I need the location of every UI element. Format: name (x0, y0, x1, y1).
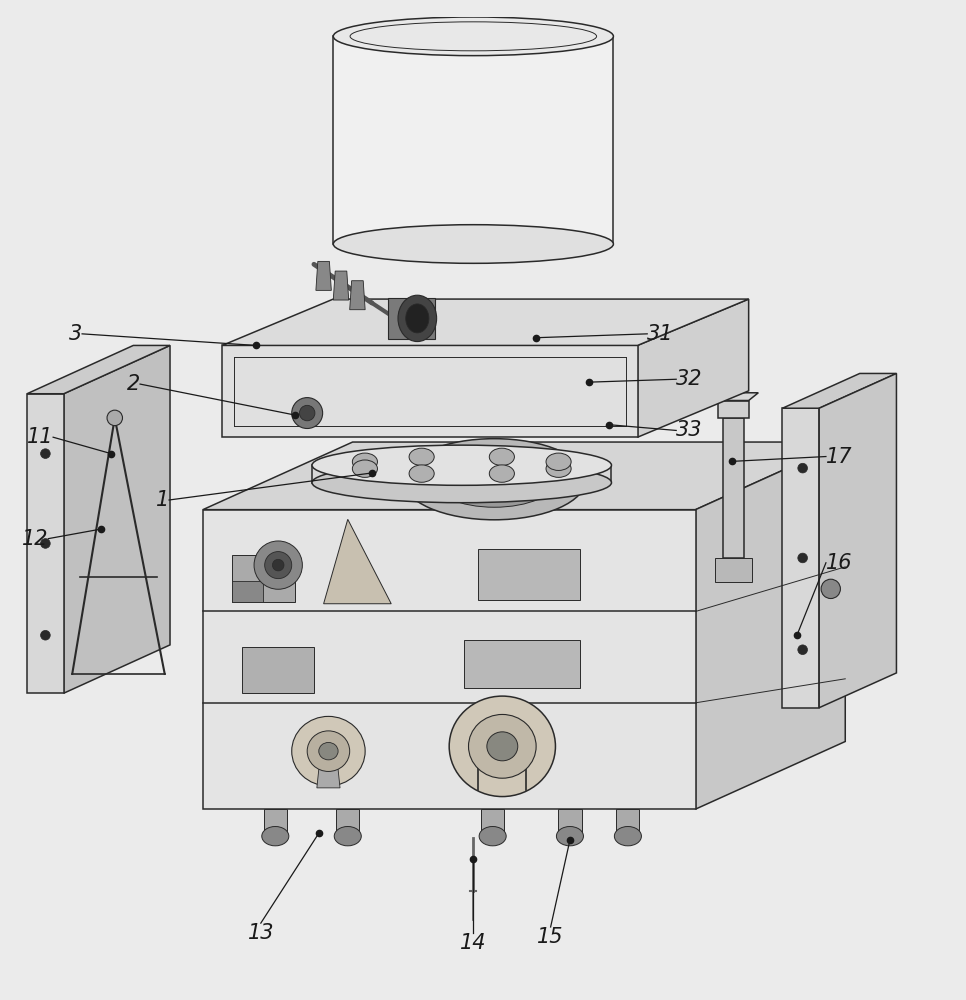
Ellipse shape (432, 451, 557, 507)
Ellipse shape (307, 731, 350, 771)
Ellipse shape (333, 225, 613, 263)
Ellipse shape (262, 827, 289, 846)
Polygon shape (203, 442, 845, 510)
Ellipse shape (333, 17, 613, 56)
Polygon shape (388, 298, 435, 339)
Ellipse shape (821, 579, 840, 599)
Polygon shape (203, 510, 696, 809)
Ellipse shape (798, 553, 808, 563)
Text: 16: 16 (826, 553, 852, 573)
Ellipse shape (292, 716, 365, 786)
Ellipse shape (409, 465, 434, 482)
Text: 15: 15 (537, 927, 564, 947)
Ellipse shape (353, 460, 378, 477)
Polygon shape (464, 640, 580, 688)
Ellipse shape (398, 295, 437, 342)
Text: 3: 3 (69, 324, 82, 344)
Ellipse shape (312, 445, 611, 485)
Polygon shape (696, 442, 845, 809)
Polygon shape (718, 393, 758, 401)
Polygon shape (317, 751, 340, 788)
Ellipse shape (254, 541, 302, 589)
Polygon shape (715, 558, 752, 582)
Text: 11: 11 (27, 427, 53, 447)
Ellipse shape (299, 405, 315, 421)
Ellipse shape (312, 463, 611, 503)
Polygon shape (336, 809, 359, 836)
Ellipse shape (403, 439, 586, 520)
Polygon shape (222, 345, 638, 437)
Ellipse shape (41, 630, 50, 640)
Polygon shape (350, 281, 365, 310)
Ellipse shape (546, 453, 571, 470)
Polygon shape (616, 809, 639, 836)
Ellipse shape (614, 827, 641, 846)
Polygon shape (64, 345, 170, 693)
Polygon shape (478, 549, 580, 600)
Ellipse shape (319, 742, 338, 760)
Text: 13: 13 (247, 923, 274, 943)
Ellipse shape (479, 827, 506, 846)
Ellipse shape (449, 696, 555, 797)
Polygon shape (242, 647, 314, 693)
Ellipse shape (490, 465, 515, 482)
Ellipse shape (409, 448, 434, 466)
Text: 2: 2 (127, 374, 140, 394)
Ellipse shape (469, 714, 536, 778)
Text: 1: 1 (156, 490, 169, 510)
Polygon shape (264, 809, 287, 836)
Ellipse shape (798, 645, 808, 655)
Polygon shape (782, 373, 896, 408)
Ellipse shape (272, 559, 284, 571)
Text: 17: 17 (826, 447, 852, 467)
Text: 33: 33 (676, 420, 702, 440)
Polygon shape (718, 401, 749, 418)
Ellipse shape (265, 552, 292, 579)
Ellipse shape (487, 732, 518, 761)
Text: 32: 32 (676, 369, 702, 389)
Polygon shape (481, 809, 504, 836)
Polygon shape (723, 418, 744, 558)
Ellipse shape (798, 463, 808, 473)
Polygon shape (222, 299, 749, 345)
Polygon shape (312, 465, 611, 483)
Ellipse shape (41, 449, 50, 458)
Polygon shape (558, 809, 582, 836)
Polygon shape (638, 299, 749, 437)
Ellipse shape (353, 453, 378, 470)
Text: 14: 14 (460, 933, 487, 953)
Ellipse shape (556, 827, 583, 846)
Polygon shape (333, 271, 349, 300)
Ellipse shape (292, 398, 323, 429)
Ellipse shape (334, 827, 361, 846)
Polygon shape (27, 394, 64, 693)
Polygon shape (333, 36, 613, 244)
Text: 12: 12 (22, 529, 48, 549)
Text: 31: 31 (647, 324, 673, 344)
Ellipse shape (490, 448, 515, 466)
Polygon shape (316, 261, 331, 290)
Polygon shape (819, 373, 896, 708)
Ellipse shape (406, 304, 429, 333)
Polygon shape (324, 519, 391, 604)
Polygon shape (27, 345, 170, 394)
Ellipse shape (546, 460, 571, 477)
Ellipse shape (41, 539, 50, 548)
Polygon shape (232, 581, 263, 602)
Ellipse shape (107, 410, 123, 426)
Polygon shape (232, 555, 295, 602)
Polygon shape (782, 408, 819, 708)
